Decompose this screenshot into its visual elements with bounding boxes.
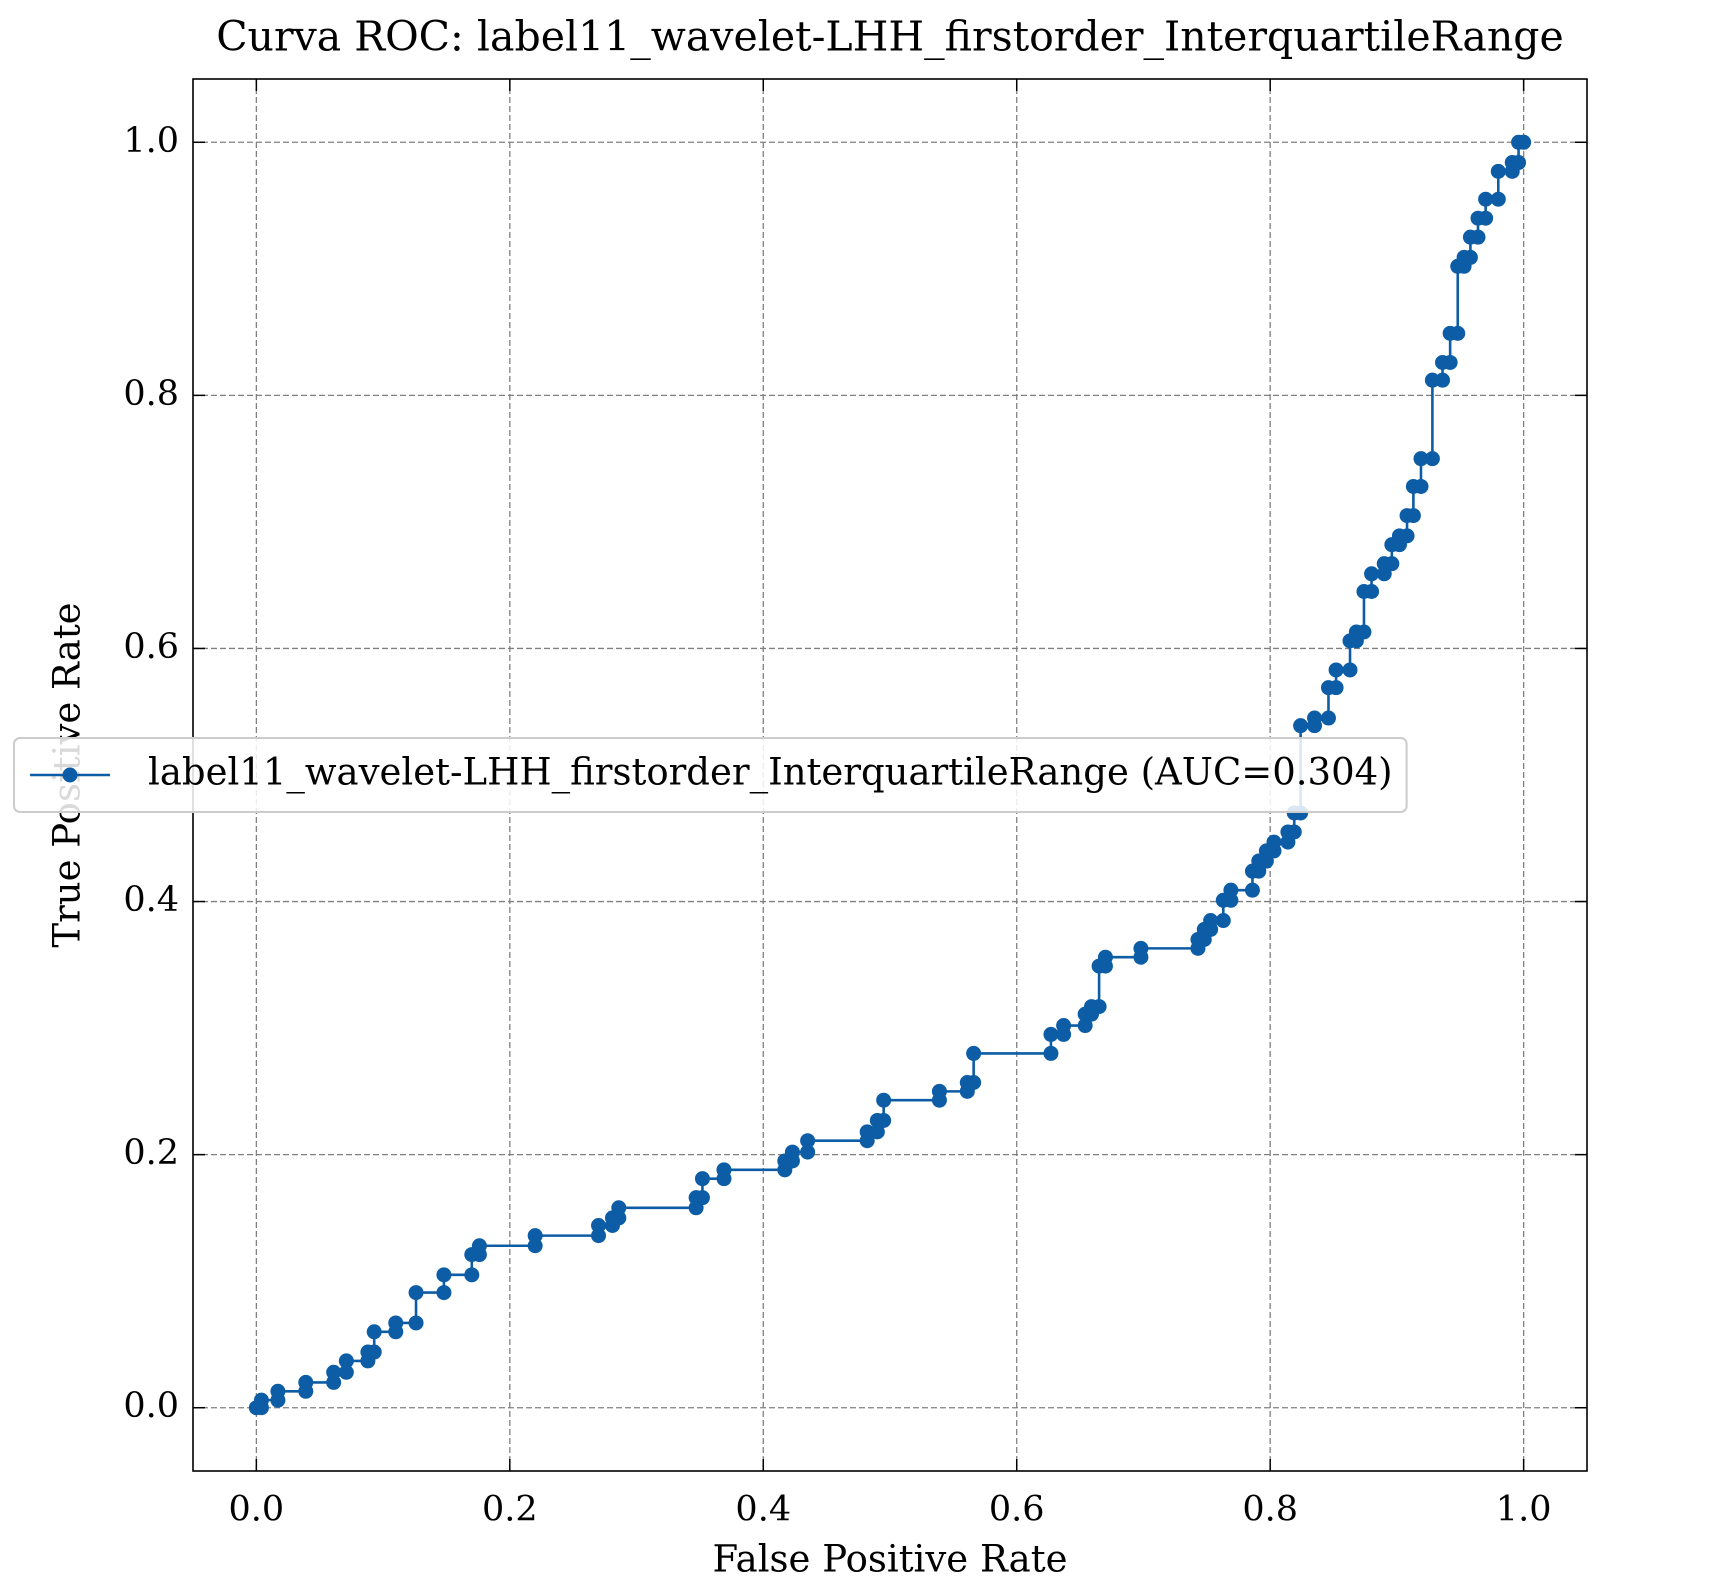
roc-point [464, 1267, 480, 1283]
roc-point [338, 1364, 354, 1380]
roc-point [366, 1324, 382, 1340]
roc-point [338, 1353, 354, 1369]
roc-point [800, 1133, 816, 1149]
roc-point [1399, 528, 1415, 544]
roc-point [253, 1392, 269, 1408]
roc-point [784, 1144, 800, 1160]
legend-frame [13, 737, 1408, 813]
roc-point [1450, 325, 1466, 341]
roc-point [1470, 229, 1486, 245]
roc-point [1328, 680, 1344, 696]
roc-point [1364, 584, 1380, 600]
legend-marker [62, 767, 78, 783]
roc-point [931, 1083, 947, 1099]
roc-point [1320, 710, 1336, 726]
roc-point [716, 1162, 732, 1178]
roc-point [1133, 940, 1149, 956]
roc-point [1364, 566, 1380, 582]
roc-point [876, 1092, 892, 1108]
roc-point [436, 1267, 452, 1283]
roc-point [1203, 913, 1219, 929]
legend: label11_wavelet-LHH_firstorder_Interquar… [13, 737, 1408, 813]
roc-point [471, 1238, 487, 1254]
roc-point [270, 1383, 286, 1399]
roc-point [1356, 624, 1372, 640]
roc-point [1405, 508, 1421, 524]
legend-label: label11_wavelet-LHH_firstorder_Interquar… [148, 751, 1393, 795]
chart-title: Curva ROC: label11_wavelet-LHH_firstorde… [216, 13, 1564, 61]
roc-point [1223, 882, 1239, 898]
roc-point [388, 1315, 404, 1331]
y-tick-label: 0.8 [123, 374, 179, 414]
y-tick-label: 0.6 [123, 627, 179, 667]
roc-point [1244, 882, 1260, 898]
roc-point [1307, 710, 1323, 726]
roc-point [1478, 191, 1494, 207]
roc-point [1413, 478, 1429, 494]
roc-point [869, 1124, 885, 1140]
y-tick-label: 0.0 [123, 1386, 179, 1426]
roc-point [1215, 913, 1231, 929]
roc-point [1424, 451, 1440, 467]
roc-point [1266, 834, 1282, 850]
roc-point [1490, 163, 1506, 179]
roc-point [1056, 1018, 1072, 1034]
roc-point [1490, 191, 1506, 207]
roc-point [694, 1171, 710, 1187]
roc-point [1478, 210, 1494, 226]
roc-point [876, 1112, 892, 1128]
roc-point [326, 1364, 342, 1380]
roc-point [366, 1344, 382, 1360]
roc-point [1413, 451, 1429, 467]
roc-point [1435, 372, 1451, 388]
roc-point [1043, 1045, 1059, 1061]
roc-point [611, 1200, 627, 1216]
roc-point [1286, 824, 1302, 840]
roc-point [966, 1075, 982, 1091]
roc-point [1293, 718, 1309, 734]
roc-point [800, 1144, 816, 1160]
roc-point [1462, 249, 1478, 265]
roc-point [1384, 556, 1400, 572]
roc-point [1511, 155, 1527, 171]
y-tick-label: 1.0 [123, 121, 179, 161]
roc-point [408, 1285, 424, 1301]
roc-point [1097, 949, 1113, 965]
roc-point [436, 1285, 452, 1301]
roc-point [1077, 1018, 1093, 1034]
roc-point [1516, 134, 1532, 150]
y-tick-label: 0.2 [123, 1133, 179, 1173]
roc-point [408, 1315, 424, 1331]
roc-point [1328, 662, 1344, 678]
x-axis-label: False Positive Rate [713, 1538, 1068, 1581]
roc-point [1043, 1026, 1059, 1042]
roc-point [298, 1374, 314, 1390]
roc-point [1442, 354, 1458, 370]
x-tick-label: 0.2 [482, 1490, 538, 1530]
roc-point [1342, 662, 1358, 678]
x-tick-label: 1.0 [1496, 1490, 1552, 1530]
roc-point [591, 1218, 607, 1234]
roc-point [1091, 999, 1107, 1015]
x-tick-label: 0.4 [735, 1490, 791, 1530]
roc-point [694, 1190, 710, 1206]
roc-point [966, 1045, 982, 1061]
x-tick-label: 0.0 [229, 1490, 285, 1530]
roc-point [527, 1228, 543, 1244]
y-tick-label: 0.4 [123, 880, 179, 920]
x-tick-label: 0.6 [989, 1490, 1045, 1530]
x-tick-label: 0.8 [1242, 1490, 1298, 1530]
